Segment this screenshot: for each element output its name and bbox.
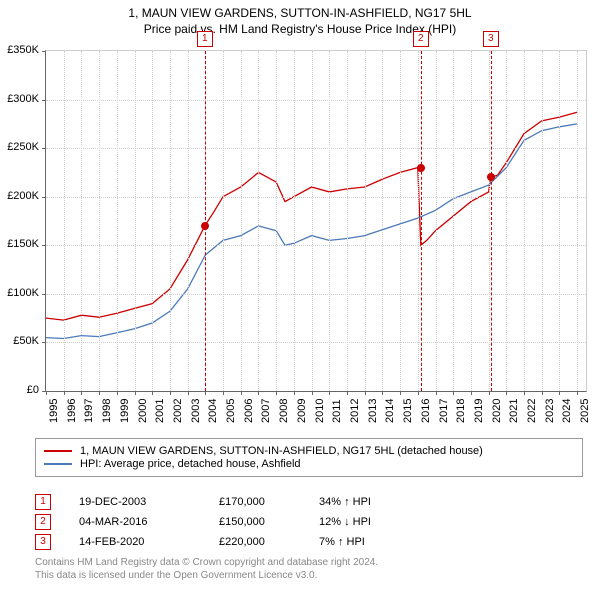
legend-swatch-property <box>44 450 72 452</box>
x-tick-label: 1998 <box>101 399 113 423</box>
x-tick-label: 2005 <box>225 399 237 423</box>
legend-label-hpi: HPI: Average price, detached house, Ashf… <box>80 458 301 470</box>
y-tick-label: £0 <box>27 384 39 396</box>
x-tick-label: 2011 <box>331 399 343 423</box>
x-tick-label: 2002 <box>172 399 184 423</box>
y-tick-label: £300K <box>7 93 39 105</box>
x-tick-label: 2003 <box>190 399 202 423</box>
x-tick-label: 2006 <box>243 399 255 423</box>
event-row: 3 14-FEB-2020 £220,000 7% ↑ HPI <box>35 534 565 550</box>
event-price: £150,000 <box>219 516 319 528</box>
y-tick-label: £200K <box>7 190 39 202</box>
x-tick-label: 2001 <box>154 399 166 423</box>
title-line-1: 1, MAUN VIEW GARDENS, SUTTON-IN-ASHFIELD… <box>0 6 600 22</box>
event-date: 14-FEB-2020 <box>79 536 219 548</box>
legend-row: HPI: Average price, detached house, Ashf… <box>44 458 574 470</box>
x-tick-label: 1995 <box>48 399 60 423</box>
event-date: 19-DEC-2003 <box>79 496 219 508</box>
legend-row: 1, MAUN VIEW GARDENS, SUTTON-IN-ASHFIELD… <box>44 445 574 457</box>
chart-title-block: 1, MAUN VIEW GARDENS, SUTTON-IN-ASHFIELD… <box>0 0 600 37</box>
x-tick-label: 1996 <box>66 399 78 423</box>
x-tick-label: 2020 <box>491 399 503 423</box>
x-tick-label: 1997 <box>83 399 95 423</box>
legend-swatch-hpi <box>44 463 72 465</box>
chart-container: { "title": { "line1": "1, MAUN VIEW GARD… <box>0 0 600 590</box>
event-marker-3: 3 <box>35 534 51 550</box>
events-table: 1 19-DEC-2003 £170,000 34% ↑ HPI 2 04-MA… <box>35 490 565 554</box>
x-tick-label: 2018 <box>455 399 467 423</box>
x-axis: 1995 1996 1997 1998 1999 2000 2001 2002 2003 2004… <box>45 395 585 435</box>
event-date: 04-MAR-2016 <box>79 516 219 528</box>
title-line-2: Price paid vs. HM Land Registry's House … <box>0 22 600 38</box>
y-tick-label: £50K <box>13 335 39 347</box>
event-marker-box: 1 <box>197 31 213 47</box>
event-dot <box>201 222 209 230</box>
event-dot <box>487 173 495 181</box>
x-tick-label: 1999 <box>119 399 131 423</box>
footer-line-2: This data is licensed under the Open Gov… <box>35 569 565 582</box>
x-tick-label: 2010 <box>314 399 326 423</box>
legend: 1, MAUN VIEW GARDENS, SUTTON-IN-ASHFIELD… <box>35 438 583 477</box>
event-price: £170,000 <box>219 496 319 508</box>
event-diff: 12% ↓ HPI <box>319 516 439 528</box>
x-tick-label: 2021 <box>508 399 520 423</box>
event-diff: 7% ↑ HPI <box>319 536 439 548</box>
x-tick-label: 2016 <box>420 399 432 423</box>
chart-lines <box>46 51 586 391</box>
x-tick-label: 2017 <box>438 399 450 423</box>
x-tick-label: 2015 <box>402 399 414 423</box>
x-tick-label: 2013 <box>367 399 379 423</box>
event-diff: 34% ↑ HPI <box>319 496 439 508</box>
footer-line-1: Contains HM Land Registry data © Crown c… <box>35 556 565 569</box>
x-tick-label: 2000 <box>137 399 149 423</box>
event-dot <box>417 164 425 172</box>
x-tick-label: 2019 <box>473 399 485 423</box>
y-axis: £0£50K£100K£150K£200K£250K£300K£350K <box>0 50 42 390</box>
footer-attribution: Contains HM Land Registry data © Crown c… <box>35 556 565 582</box>
x-tick-label: 2023 <box>544 399 556 423</box>
y-tick-label: £100K <box>7 287 39 299</box>
event-row: 1 19-DEC-2003 £170,000 34% ↑ HPI <box>35 494 565 510</box>
event-marker-box: 3 <box>483 31 499 47</box>
x-tick-label: 2009 <box>296 399 308 423</box>
y-tick-label: £350K <box>7 44 39 56</box>
event-marker-1: 1 <box>35 494 51 510</box>
plot-area: 123 <box>45 50 587 392</box>
y-tick-label: £150K <box>7 238 39 250</box>
legend-label-property: 1, MAUN VIEW GARDENS, SUTTON-IN-ASHFIELD… <box>80 445 483 457</box>
x-tick-label: 2008 <box>278 399 290 423</box>
x-tick-label: 2024 <box>561 399 573 423</box>
x-tick-label: 2012 <box>349 399 361 423</box>
x-tick-label: 2004 <box>207 399 219 423</box>
event-price: £220,000 <box>219 536 319 548</box>
x-tick-label: 2022 <box>526 399 538 423</box>
event-marker-2: 2 <box>35 514 51 530</box>
y-tick-label: £250K <box>7 141 39 153</box>
x-tick-label: 2014 <box>384 399 396 423</box>
x-tick-label: 2007 <box>260 399 272 423</box>
event-marker-box: 2 <box>413 31 429 47</box>
event-row: 2 04-MAR-2016 £150,000 12% ↓ HPI <box>35 514 565 530</box>
x-tick-label: 2025 <box>579 399 591 423</box>
